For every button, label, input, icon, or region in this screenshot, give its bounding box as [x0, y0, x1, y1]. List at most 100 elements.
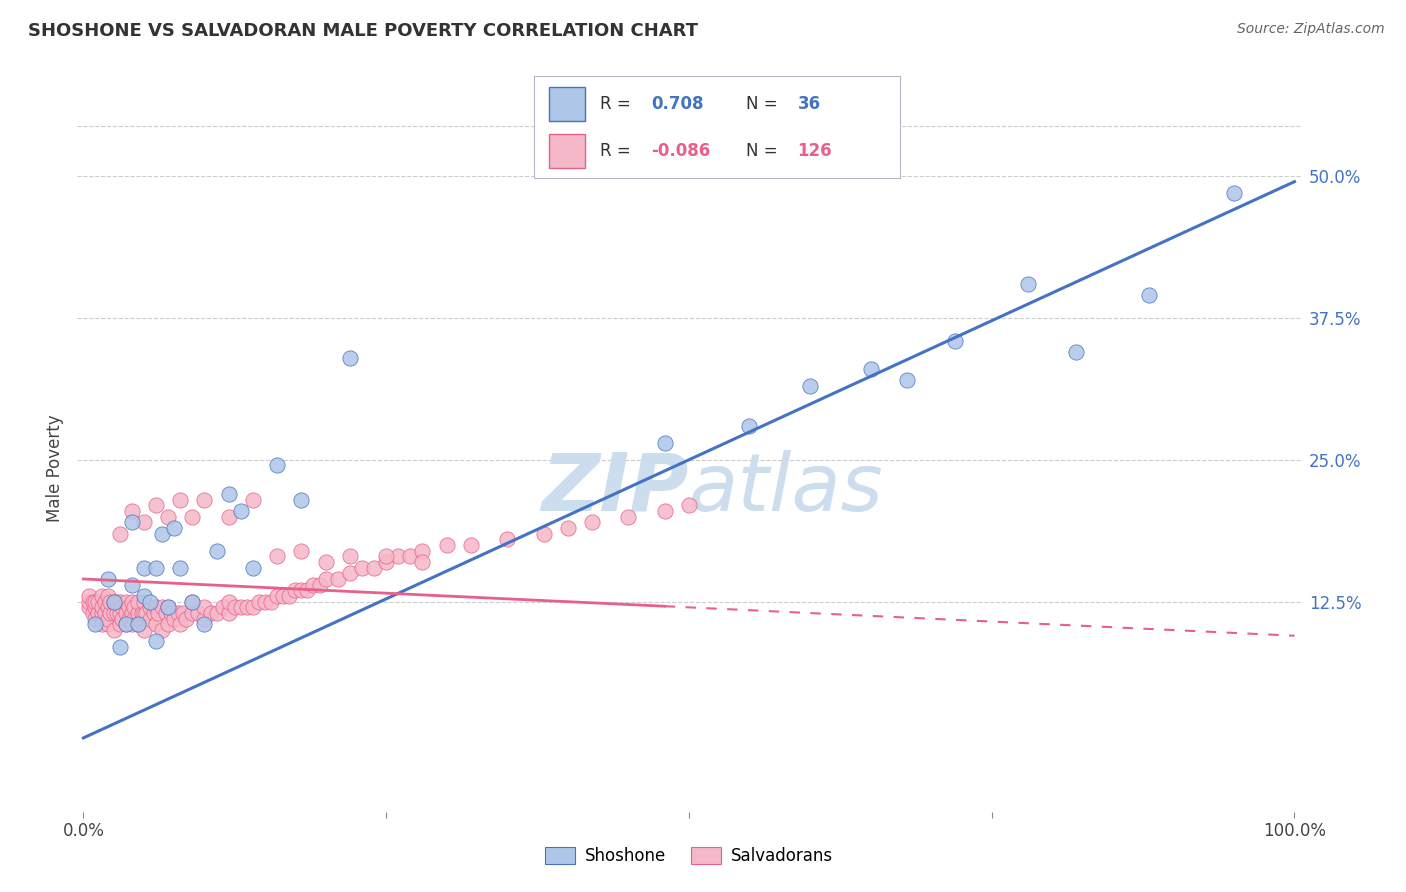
Point	[148, 606, 170, 620]
Point	[254, 595, 277, 609]
Point	[326, 572, 349, 586]
Point	[84, 612, 107, 626]
Point	[187, 606, 209, 620]
Point	[121, 595, 143, 609]
Point	[581, 515, 603, 529]
Point	[399, 549, 422, 564]
Point	[90, 589, 112, 603]
Text: 36: 36	[797, 95, 821, 112]
Point	[375, 549, 398, 564]
Point	[460, 538, 482, 552]
Point	[121, 606, 143, 620]
Point	[205, 606, 228, 620]
Point	[132, 595, 155, 609]
Point	[157, 509, 180, 524]
Text: SHOSHONE VS SALVADORAN MALE POVERTY CORRELATION CHART: SHOSHONE VS SALVADORAN MALE POVERTY CORR…	[28, 22, 699, 40]
Point	[896, 373, 918, 387]
Point	[617, 509, 640, 524]
Point	[205, 543, 228, 558]
Point	[166, 606, 188, 620]
Point	[290, 492, 312, 507]
Point	[150, 623, 173, 637]
Text: Source: ZipAtlas.com: Source: ZipAtlas.com	[1237, 22, 1385, 37]
Point	[533, 526, 555, 541]
Point	[315, 572, 337, 586]
Point	[339, 549, 361, 564]
Point	[278, 589, 301, 603]
Point	[118, 600, 141, 615]
Point	[131, 606, 153, 620]
Point	[145, 617, 167, 632]
Point	[127, 617, 149, 632]
Text: N =: N =	[747, 142, 783, 160]
Point	[176, 612, 198, 626]
Point	[139, 600, 162, 615]
Point	[108, 595, 131, 609]
Point	[350, 560, 373, 574]
Point	[411, 543, 433, 558]
Point	[108, 640, 131, 654]
Text: atlas: atlas	[689, 450, 884, 528]
Point	[375, 555, 398, 569]
Point	[200, 606, 222, 620]
Point	[157, 600, 180, 615]
Point	[127, 617, 149, 632]
Point	[84, 617, 107, 632]
Point	[108, 617, 131, 632]
Point	[339, 566, 361, 581]
Point	[242, 600, 264, 615]
Point	[193, 617, 215, 632]
Point	[122, 600, 145, 615]
Point	[496, 533, 519, 547]
Text: 0.708: 0.708	[651, 95, 704, 112]
Legend: Shoshone, Salvadorans: Shoshone, Salvadorans	[538, 840, 839, 872]
Point	[229, 504, 252, 518]
Point	[1137, 288, 1160, 302]
Text: -0.086: -0.086	[651, 142, 710, 160]
Point	[108, 606, 131, 620]
Point	[132, 606, 155, 620]
Point	[87, 606, 110, 620]
Point	[678, 498, 700, 512]
Point	[145, 560, 167, 574]
Point	[114, 595, 136, 609]
Point	[97, 600, 120, 615]
Point	[84, 600, 107, 615]
Point	[145, 634, 167, 648]
Point	[122, 612, 145, 626]
Point	[82, 595, 104, 609]
Point	[236, 600, 259, 615]
Point	[121, 617, 143, 632]
Point	[97, 589, 120, 603]
Point	[163, 612, 186, 626]
Point	[218, 606, 240, 620]
Point	[103, 606, 125, 620]
Point	[94, 606, 117, 620]
Point	[229, 600, 252, 615]
Point	[132, 515, 155, 529]
Point	[363, 560, 385, 574]
Point	[135, 606, 157, 620]
Point	[247, 595, 270, 609]
FancyBboxPatch shape	[548, 135, 585, 168]
Point	[97, 612, 120, 626]
Point	[1223, 186, 1246, 200]
Point	[242, 492, 264, 507]
Point	[150, 600, 173, 615]
Point	[799, 379, 821, 393]
Point	[290, 543, 312, 558]
Point	[193, 612, 215, 626]
Point	[121, 515, 143, 529]
Point	[145, 498, 167, 512]
Point	[242, 560, 264, 574]
Point	[145, 600, 167, 615]
Point	[111, 600, 134, 615]
Point	[224, 600, 246, 615]
Point	[163, 521, 186, 535]
Point	[121, 504, 143, 518]
Point	[121, 577, 143, 591]
Point	[150, 526, 173, 541]
Point	[97, 572, 120, 586]
Point	[181, 595, 204, 609]
Point	[297, 583, 319, 598]
